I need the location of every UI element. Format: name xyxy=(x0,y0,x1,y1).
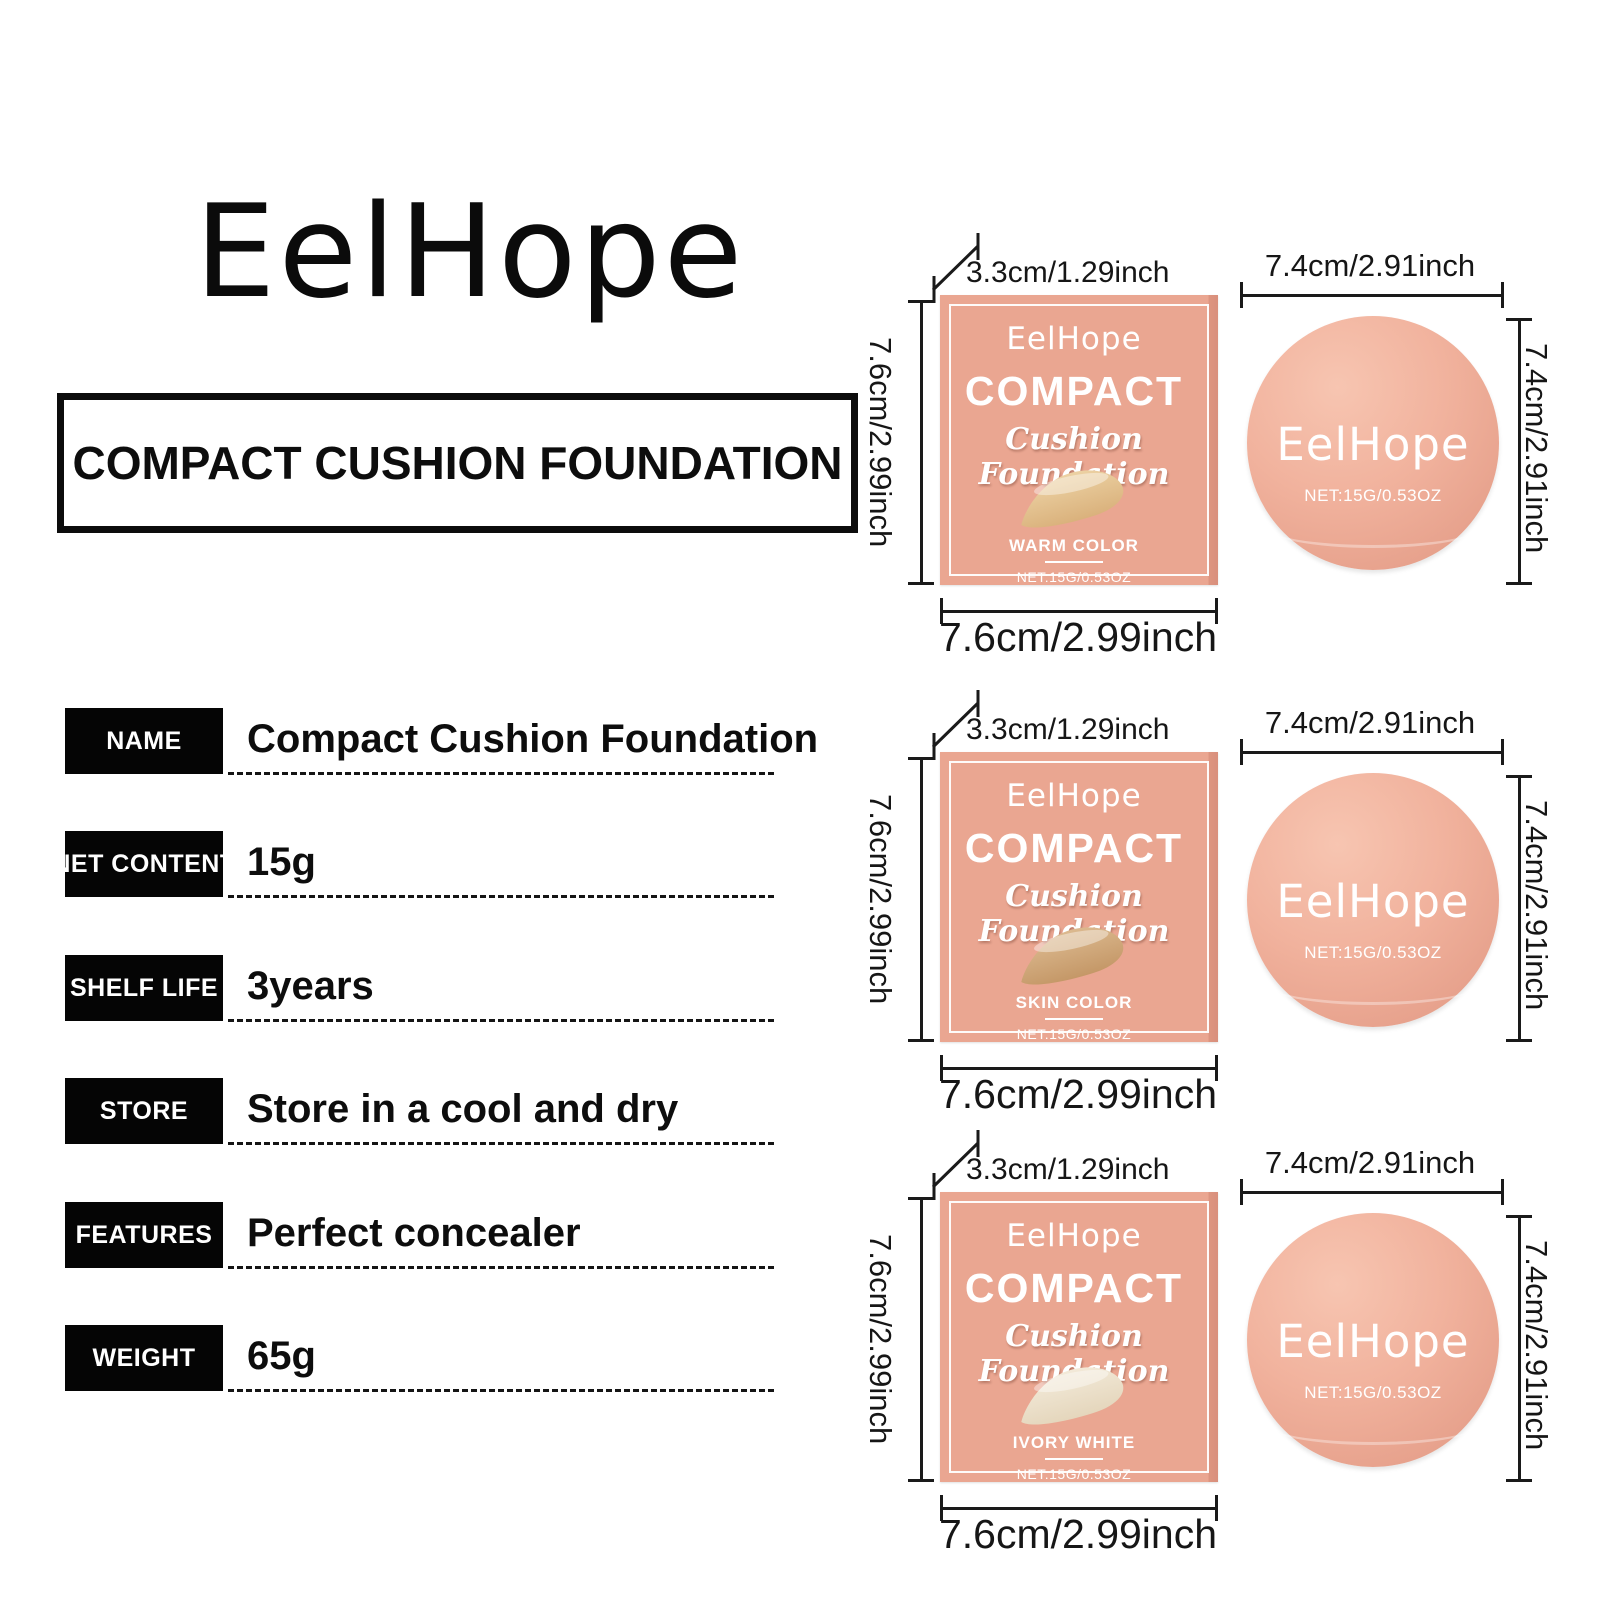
dashed-divider xyxy=(228,1389,774,1392)
depth-dimension-icon xyxy=(931,1130,980,1200)
box-height-label: 7.6cm/2.99inch xyxy=(863,793,898,1005)
spec-label: FEATURES xyxy=(65,1202,223,1268)
compact-diameter-label: 7.4cm/2.91inch xyxy=(1264,705,1476,740)
compact-brand: EelHope xyxy=(1276,875,1470,928)
spec-value: Compact Cushion Foundation xyxy=(247,717,819,761)
box-height-label: 7.6cm/2.99inch xyxy=(863,1233,898,1445)
shade-underline xyxy=(1045,561,1103,563)
dashed-divider xyxy=(228,1266,774,1269)
package-brand: EelHope xyxy=(1006,1218,1142,1254)
compact-diameter-line xyxy=(1240,1179,1504,1205)
product-row-skin-color: 3.3cm/1.29inch 7.4cm/2.91inch 7.6cm/2.99… xyxy=(0,687,1600,1147)
foundation-swatch xyxy=(1021,470,1124,528)
box-width-label: 7.6cm/2.99inch xyxy=(938,614,1218,660)
spec-label: WEIGHT xyxy=(65,1325,223,1391)
package-script-line: Cushion Foundation xyxy=(979,879,1170,949)
compact-height-line xyxy=(1506,318,1532,585)
compact-diameter-line xyxy=(1240,282,1504,308)
spec-row-shelf-life: SHELF LIFE 3years xyxy=(65,955,775,1022)
compact-diameter-label: 7.4cm/2.91inch xyxy=(1264,1145,1476,1180)
spec-label: NAME xyxy=(65,708,223,774)
package-inner-frame xyxy=(949,761,1209,1033)
package-net-weight: NET:15G/0.53OZ xyxy=(1016,569,1132,585)
spec-row-features: FEATURES Perfect concealer xyxy=(65,1202,775,1269)
compact-lid-seam xyxy=(1264,505,1482,548)
box-height-line xyxy=(908,300,934,585)
package-product-line: COMPACT xyxy=(964,825,1184,871)
package-product-line: COMPACT xyxy=(964,368,1184,414)
box-height-label: 7.6cm/2.99inch xyxy=(863,336,898,548)
box-width-line xyxy=(940,1495,1218,1521)
shade-name: WARM COLOR xyxy=(1009,536,1139,555)
spec-label: STORE xyxy=(65,1078,223,1144)
shade-name: SKIN COLOR xyxy=(1015,993,1133,1012)
compact-net-weight: NET:15G/0.53OZ xyxy=(1304,486,1442,505)
box-width-label: 7.6cm/2.99inch xyxy=(938,1071,1218,1117)
compact-net-weight: NET:15G/0.53OZ xyxy=(1304,943,1442,962)
product-row-ivory-white: 3.3cm/1.29inch 7.4cm/2.91inch 7.6cm/2.99… xyxy=(0,1127,1600,1587)
dashed-divider xyxy=(228,1142,774,1145)
package-inner-frame xyxy=(949,1201,1209,1473)
spec-value: Perfect concealer xyxy=(247,1211,581,1255)
product-row-warm-color: 3.3cm/1.29inch 7.4cm/2.91inch 7.6cm/2.99… xyxy=(0,230,1600,690)
spec-row-weight: WEIGHT 65g xyxy=(65,1325,775,1392)
shade-underline xyxy=(1045,1018,1103,1020)
depth-dimension-label: 3.3cm/1.29inch xyxy=(966,713,1170,746)
package-box: EelHope COMPACT Cushion Foundation IVORY… xyxy=(940,1192,1218,1482)
compact-height-label: 7.4cm/2.91inch xyxy=(1519,800,1554,1011)
spec-row-store: STORE Store in a cool and dry xyxy=(65,1078,775,1145)
box-height-line xyxy=(908,757,934,1042)
compact-net-weight: NET:15G/0.53OZ xyxy=(1304,1383,1442,1402)
package-inner-frame xyxy=(949,304,1209,576)
compact-height-line xyxy=(1506,1215,1532,1482)
spec-value: 3years xyxy=(247,964,374,1008)
compact-height-label: 7.4cm/2.91inch xyxy=(1519,343,1554,554)
depth-dimension-icon xyxy=(931,233,980,303)
depth-dimension-label: 3.3cm/1.29inch xyxy=(966,256,1170,289)
box-width-line xyxy=(940,598,1218,624)
compact-diameter-label: 7.4cm/2.91inch xyxy=(1264,248,1476,283)
dashed-divider xyxy=(228,895,774,898)
package-product-line: COMPACT xyxy=(964,1265,1184,1311)
spec-row-net-content: NET CONTENT 15g xyxy=(52,831,775,898)
package-brand: EelHope xyxy=(1006,778,1142,814)
product-title: COMPACT CUSHION FOUNDATION xyxy=(72,437,843,489)
compact-lid-seam xyxy=(1264,1402,1482,1445)
depth-dimension-label: 3.3cm/1.29inch xyxy=(966,1153,1170,1186)
brand-logo: EelHope xyxy=(194,178,746,327)
dashed-divider xyxy=(228,772,774,775)
compact-height-label: 7.4cm/2.91inch xyxy=(1519,1240,1554,1451)
box-height-line xyxy=(908,1197,934,1482)
shade-name: IVORY WHITE xyxy=(1012,1433,1136,1452)
package-net-weight: NET:15G/0.53OZ xyxy=(1016,1466,1132,1482)
spec-value: 65g xyxy=(247,1334,316,1378)
product-title-box: COMPACT CUSHION FOUNDATION xyxy=(57,393,858,533)
spec-label: SHELF LIFE xyxy=(65,955,223,1021)
box-width-label: 7.6cm/2.99inch xyxy=(938,1511,1218,1557)
package-net-weight: NET:15G/0.53OZ xyxy=(1016,1026,1132,1042)
compact-case: EelHope NET:15G/0.53OZ xyxy=(1247,316,1499,570)
package-brand: EelHope xyxy=(1006,321,1142,357)
compact-brand: EelHope xyxy=(1276,418,1470,471)
shade-underline xyxy=(1045,1458,1103,1460)
spec-row-name: NAME Compact Cushion Foundation xyxy=(65,708,818,775)
spec-value: Store in a cool and dry xyxy=(247,1087,679,1131)
depth-dimension-icon xyxy=(931,690,980,760)
compact-diameter-line xyxy=(1240,739,1504,765)
package-box: EelHope COMPACT Cushion Foundation WARM … xyxy=(940,295,1218,585)
compact-height-line xyxy=(1506,775,1532,1042)
compact-brand: EelHope xyxy=(1276,1315,1470,1368)
foundation-swatch xyxy=(1021,1367,1124,1425)
package-box: EelHope COMPACT Cushion Foundation SKIN … xyxy=(940,752,1218,1042)
box-width-line xyxy=(940,1055,1218,1081)
foundation-swatch xyxy=(1021,927,1124,985)
compact-case: EelHope NET:15G/0.53OZ xyxy=(1247,773,1499,1027)
compact-lid-seam xyxy=(1264,962,1482,1005)
spec-value: 15g xyxy=(247,840,316,884)
spec-label: NET CONTENT xyxy=(52,831,235,897)
compact-case: EelHope NET:15G/0.53OZ xyxy=(1247,1213,1499,1467)
dashed-divider xyxy=(228,1019,774,1022)
